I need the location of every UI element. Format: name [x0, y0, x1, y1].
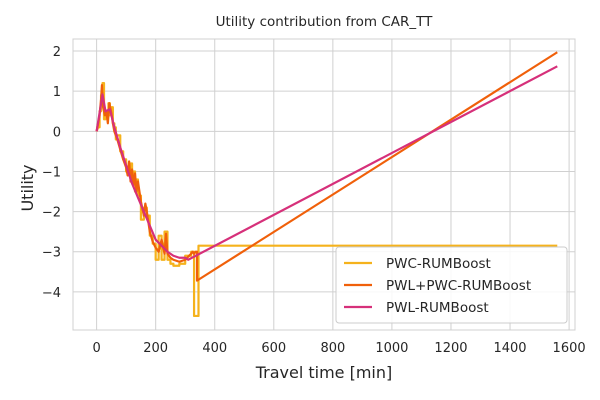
series-layer	[95, 51, 558, 318]
y-tick-label: −4	[42, 286, 61, 301]
x-tick-label: 1400	[493, 341, 526, 356]
x-tick-label: 1600	[553, 341, 586, 356]
y-tick-label: −1	[42, 165, 61, 180]
y-tick-label: 0	[53, 125, 61, 140]
legend-label: PWC-RUMBoost	[386, 256, 491, 272]
y-axis-title: Utility	[18, 164, 37, 211]
legend-label: PWL+PWC-RUMBoost	[386, 278, 531, 294]
x-tick-label: 600	[261, 341, 286, 356]
x-tick-label: 400	[202, 341, 227, 356]
x-tick-label: 0	[92, 341, 100, 356]
series-line-3	[95, 65, 558, 261]
x-tick-label: 200	[143, 341, 168, 356]
y-tick-label: −2	[42, 206, 61, 221]
y-tick-label: −3	[42, 246, 61, 261]
legend: PWC-RUMBoost PWL+PWC-RUMBoost PWL-RUMBoost	[335, 246, 568, 324]
chart-title: Utility contribution from CAR_TT	[216, 14, 434, 30]
y-tick-label: 2	[53, 45, 61, 60]
x-axis-title: Travel time [min]	[255, 363, 393, 382]
legend-label: PWL-RUMBoost	[386, 300, 489, 316]
legend-box	[335, 246, 568, 324]
x-tick-labels: 0 200 400 600 800 1000 1200 1400 1600	[92, 341, 585, 356]
y-tick-labels: −4 −3 −2 −1 0 1 2	[42, 45, 61, 301]
x-tick-label: 800	[320, 341, 345, 356]
x-tick-label: 1200	[434, 341, 467, 356]
plot-area-frame	[72, 38, 576, 331]
x-tick-label: 1000	[375, 341, 408, 356]
y-tick-label: 1	[53, 85, 61, 100]
